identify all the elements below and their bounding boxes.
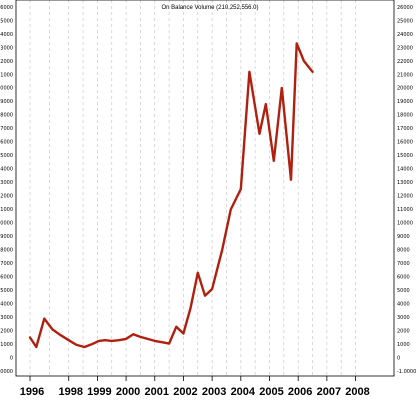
y-tick-label: 26000 [397,5,413,11]
plot-frame [15,0,395,377]
y-axis-right: 2600025000240002300022000210002000019000… [397,5,416,375]
y-tick-label: 3000 [0,315,13,321]
x-axis: 1996 1998 1999 2000 2001 2002 2003 2004 2005 2006… [20,376,370,398]
y-tick-label: 7000 [0,261,13,267]
y-tick-label: 8000 [0,248,13,254]
y-tick-label: 18000 [397,113,413,119]
x-tick-label: 2008 [345,386,369,398]
y-tick-label: 24000 [397,32,413,38]
chart-title: On Balance Volume (210,252,556.0) [161,5,258,11]
y-tick-label: 20000 [0,86,13,92]
y-tick-label: 10000 [397,221,413,227]
y-tick-label: 16000 [0,140,13,146]
y-tick-label: 14000 [0,167,13,173]
y-tick-label: 23000 [0,45,13,51]
y-tick-label: 25000 [0,18,13,24]
x-tick-label: 2000 [116,386,140,398]
y-tick-label: 4000 [397,302,410,308]
y-tick-label: 16000 [397,140,413,146]
y-tick-label: 7000 [397,261,410,267]
y-axis-left: 2600025000240002300022000210002000019000… [0,5,13,375]
y-tick-label: 6000 [0,275,13,281]
y-tick-label: 9000 [397,234,410,240]
y-extra-label: -1.0000 [397,369,416,375]
x-tick-label: 2003 [202,386,226,398]
y-tick-label: 17000 [0,126,13,132]
x-tick-label: 2004 [231,386,256,398]
x-tick-label: 2007 [317,386,341,398]
y-tick-label: 11000 [0,207,13,213]
y-tick-label: 13000 [397,180,413,186]
y-tick-label: 21000 [0,72,13,78]
y-tick-label: 12000 [397,194,413,200]
y-tick-label: 15000 [397,153,413,159]
y-tick-label: 0 [10,356,13,362]
y-tick-label: 25000 [397,18,413,24]
y-tick-label: 0 [397,356,400,362]
y-tick-label: 12000 [0,194,13,200]
y-tick-label: 26000 [0,5,13,11]
y-tick-label: 11000 [397,207,413,213]
y-tick-label: 1000 [397,342,410,348]
y-tick-label: 5000 [397,288,410,294]
x-tick-label: 1999 [87,386,111,398]
y-tick-label: 8000 [397,248,410,254]
y-tick-label: 23000 [397,45,413,51]
y-tick-label: 17000 [397,126,413,132]
y-tick-label: 2000 [397,329,410,335]
y-tick-label: 4000 [0,302,13,308]
y-tick-label: 6000 [397,275,410,281]
y-tick-label: 18000 [0,113,13,119]
y-tick-label: 19000 [397,99,413,105]
y-extra-label: -1.0000 [0,369,13,375]
y-tick-label: 1000 [0,342,13,348]
x-tick-label: 2006 [288,386,312,398]
y-tick-label: 13000 [0,180,13,186]
y-tick-label: 22000 [0,59,13,65]
x-tick-label: 1998 [58,386,82,398]
y-tick-label: 22000 [397,59,413,65]
x-tick-label: 2001 [145,386,169,398]
y-tick-label: 21000 [397,72,413,78]
y-tick-label: 24000 [0,32,13,38]
y-tick-label: 9000 [0,234,13,240]
y-tick-label: 10000 [0,221,13,227]
grid [29,0,356,376]
y-tick-label: 5000 [0,288,13,294]
y-tick-label: 20000 [397,86,413,92]
y-tick-label: 2000 [0,329,13,335]
obv-line [28,42,314,349]
y-tick-label: 14000 [397,167,413,173]
x-tick-label: 1996 [20,386,44,398]
y-tick-label: 3000 [397,315,410,321]
y-tick-label: 19000 [0,99,13,105]
x-tick-label: 2005 [259,386,283,398]
x-tick-label: 2002 [173,386,197,398]
y-tick-label: 15000 [0,153,13,159]
